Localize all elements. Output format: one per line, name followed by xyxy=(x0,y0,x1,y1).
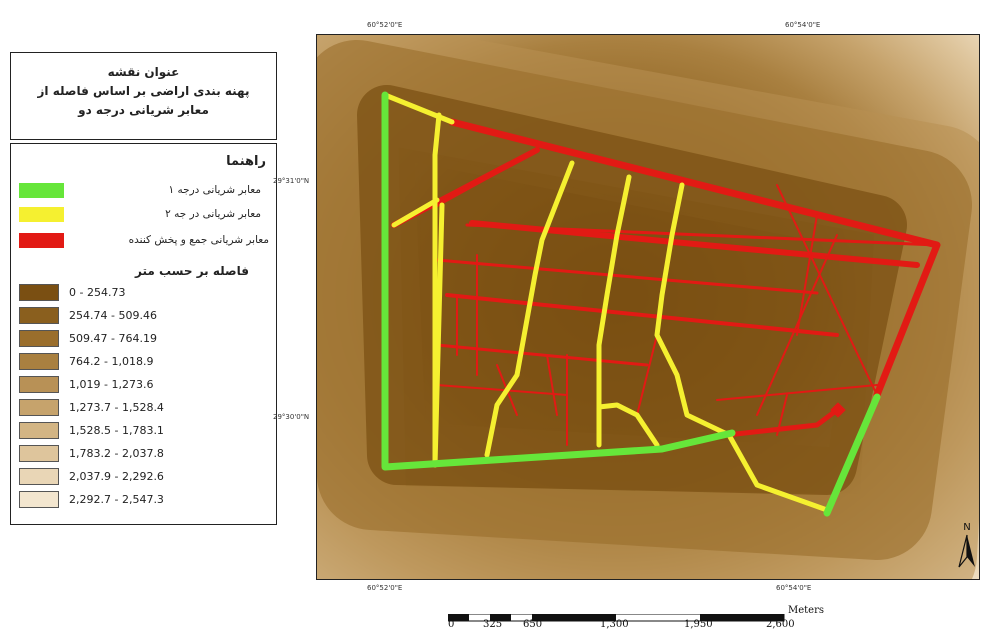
class-swatch xyxy=(19,491,59,508)
legend-class: 254.74 - 509.46 xyxy=(19,306,269,326)
class-swatch xyxy=(19,468,59,485)
map-title-box: عنوان نقشه پهنه بندی اراضی بر اساس فاصله… xyxy=(10,52,277,140)
map-title-line3: معابر شریانی درجه دو xyxy=(78,103,209,117)
class-swatch xyxy=(19,353,59,370)
class-label: 2,037.9 - 2,292.6 xyxy=(69,470,164,483)
scale-tick: 2,600 xyxy=(766,619,795,630)
coord-top-left: 60°52'0"E xyxy=(367,21,403,29)
class-label: 1,019 - 1,273.6 xyxy=(69,378,154,391)
class-label: 1,273.7 - 1,528.4 xyxy=(69,401,164,414)
map-title-label: عنوان نقشه xyxy=(107,65,180,79)
class-label: 254.74 - 509.46 xyxy=(69,309,157,322)
class-label: 0 - 254.73 xyxy=(69,286,126,299)
legend: راهنما معابر شریانی درجه ۱ معابر شریانی … xyxy=(10,143,277,525)
legend-road-collector: معابر شریانی جمع و پخش کننده xyxy=(19,232,269,250)
legend-class: 1,528.5 - 1,783.1 xyxy=(19,421,269,441)
scale-tick: 650 xyxy=(523,619,543,630)
class-label: 764.2 - 1,018.9 xyxy=(69,355,154,368)
legend-class: 2,037.9 - 2,292.6 xyxy=(19,467,269,487)
coord-bottom-left: 60°52'0"E xyxy=(367,584,403,592)
legend-title: راهنما xyxy=(226,154,266,169)
coord-bottom-right: 60°54'0"E xyxy=(776,584,812,592)
coord-left-lower: 29°30'0"N xyxy=(273,413,310,421)
coord-top-right: 60°54'0"E xyxy=(785,21,821,29)
class-swatch xyxy=(19,422,59,439)
class-label: 509.47 - 764.19 xyxy=(69,332,157,345)
grade2-roads xyxy=(382,92,830,513)
distance-heading: فاصله بر حسب متر xyxy=(135,264,249,278)
legend-road-grade2: معابر شریانی در جه ۲ xyxy=(19,206,269,224)
grade1-roads xyxy=(381,91,881,517)
scale-tick: 1,300 xyxy=(600,619,629,630)
class-label: 1,783.2 - 2,037.8 xyxy=(69,447,164,460)
legend-swatch-yellow xyxy=(19,207,64,222)
class-label: 2,292.7 - 2,547.3 xyxy=(69,493,164,506)
legend-class: 2,292.7 - 2,547.3 xyxy=(19,490,269,510)
legend-class: 764.2 - 1,018.9 xyxy=(19,352,269,372)
map-title-line2: پهنه بندی اراضی بر اساس فاصله از xyxy=(37,84,250,98)
class-label: 1,528.5 - 1,783.1 xyxy=(69,424,164,437)
legend-class: 1,273.7 - 1,528.4 xyxy=(19,398,269,418)
legend-road-grade1: معابر شریانی درجه ۱ xyxy=(19,182,269,200)
scale-tick: 1,950 xyxy=(684,619,713,630)
class-swatch xyxy=(19,376,59,393)
legend-road-label: معابر شریانی در جه ۲ xyxy=(165,208,261,220)
legend-swatch-green xyxy=(19,183,64,198)
legend-class: 1,783.2 - 2,037.8 xyxy=(19,444,269,464)
class-swatch xyxy=(19,330,59,347)
legend-class: 509.47 - 764.19 xyxy=(19,329,269,349)
collector-roads xyxy=(391,118,941,446)
legend-road-label: معابر شریانی درجه ۱ xyxy=(168,184,261,196)
legend-class: 0 - 254.73 xyxy=(19,283,269,303)
legend-swatch-red xyxy=(19,233,64,248)
map-canvas xyxy=(316,34,980,580)
coord-left-upper: 29°31'0"N xyxy=(273,177,310,185)
legend-class: 1,019 - 1,273.6 xyxy=(19,375,269,395)
class-swatch xyxy=(19,284,59,301)
class-swatch xyxy=(19,445,59,462)
scale-tick: 325 xyxy=(483,619,503,630)
north-label: N xyxy=(963,522,971,533)
class-swatch xyxy=(19,399,59,416)
scale-unit: Meters xyxy=(788,605,825,616)
north-arrow: N xyxy=(957,522,977,572)
scale-bar: Meters 0 325 650 1,300 1,950 2,600 xyxy=(447,605,824,637)
class-swatch xyxy=(19,307,59,324)
north-arrow-icon xyxy=(958,534,975,568)
scale-bar-graphic xyxy=(447,613,785,622)
scale-tick: 0 xyxy=(448,619,455,630)
legend-road-label: معابر شریانی جمع و پخش کننده xyxy=(128,234,269,246)
